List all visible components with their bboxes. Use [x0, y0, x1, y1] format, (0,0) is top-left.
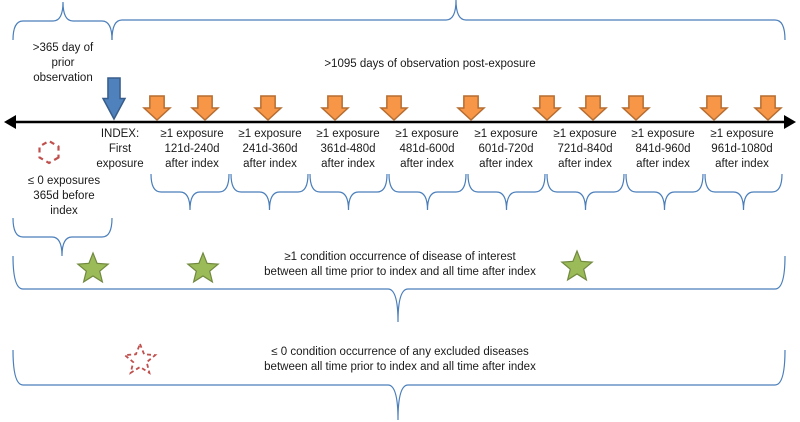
excluded-diseases-label: ≤ 0 condition occurrence of any excluded…: [264, 346, 536, 373]
dashed-hexagon-red: [38, 139, 60, 165]
down-arrow-orange-6: [456, 95, 486, 122]
dashed-star-red: [122, 341, 158, 375]
exposure-window-7: ≥1 exposure 841d-960d after index: [631, 128, 695, 170]
excluded-diseases-brace: [12, 349, 786, 421]
exposure-window-brace-6: [546, 173, 625, 211]
down-arrow-orange-11: [753, 95, 783, 122]
timeline-right-arrowhead: [784, 115, 796, 129]
exposure-window-1: ≥1 exposure 121d-240d after index: [160, 128, 224, 170]
timeline-left-arrowhead: [4, 115, 16, 129]
star-green-1: [76, 251, 110, 284]
down-arrow-orange-1: [142, 95, 172, 122]
no-prior-exposure-brace: [12, 217, 113, 257]
exposure-window-8: ≥1 exposure 961d-1080d after index: [710, 128, 774, 170]
down-arrow-orange-5: [379, 95, 409, 122]
exposure-window-6: ≥1 exposure 721d-840d after index: [553, 128, 617, 170]
exposure-window-4: ≥1 exposure 481d-600d after index: [395, 128, 459, 170]
down-arrow-orange-9: [621, 95, 651, 122]
down-arrow-orange-4: [320, 95, 350, 122]
prior-observation-brace: [12, 1, 113, 41]
exposure-window-3: ≥1 exposure 361d-480d after index: [316, 128, 380, 170]
post-observation-brace: [111, 0, 786, 41]
down-arrow-orange-10: [699, 95, 729, 122]
exposure-window-brace-8: [704, 173, 783, 211]
exposure-window-brace-7: [625, 173, 704, 211]
down-arrow-orange-2: [190, 95, 220, 122]
exposure-window-brace-2: [230, 173, 309, 211]
exposure-window-2: ≥1 exposure 241d-360d after index: [238, 128, 302, 170]
down-arrow-orange-8: [578, 95, 608, 122]
down-arrow-blue-index: [101, 77, 127, 121]
star-green-2: [186, 251, 220, 284]
down-arrow-orange-3: [253, 95, 283, 122]
star-green-3: [560, 249, 594, 282]
exposure-window-brace-4: [388, 173, 467, 211]
index-label: INDEX: First exposure: [96, 128, 144, 170]
condition-of-interest-brace: [12, 255, 786, 323]
exposure-window-5: ≥1 exposure 601d-720d after index: [474, 128, 538, 170]
exposure-window-brace-1: [150, 173, 230, 211]
exposure-window-brace-5: [467, 173, 546, 211]
post-observation-label: >1095 days of observation post-exposure: [324, 58, 536, 70]
condition-of-interest-label: ≥1 condition occurrence of disease of in…: [264, 251, 536, 278]
no-prior-exposure-label: ≤ 0 exposures 365d before index: [27, 175, 101, 217]
exposure-window-brace-3: [309, 173, 388, 211]
prior-observation-label: >365 day of prior observation: [32, 42, 94, 84]
down-arrow-orange-7: [532, 95, 562, 122]
